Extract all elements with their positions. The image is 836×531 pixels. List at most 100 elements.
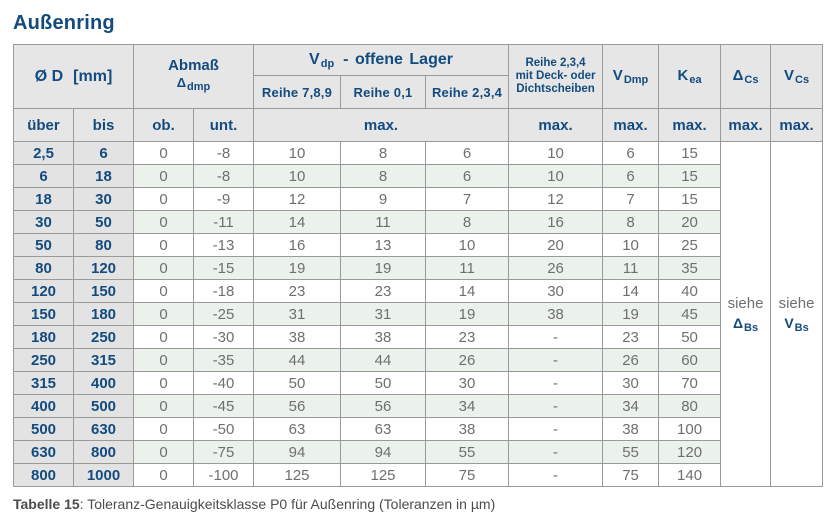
cell-unt: -15 (193, 256, 254, 280)
cell-reihe789: 38 (253, 325, 341, 349)
see-word: siehe (778, 294, 815, 312)
table-row: 120 150 0 -18 23 23 14 30 14 40 (13, 279, 823, 303)
cell-reihe789: 125 (253, 463, 341, 487)
cell-ueber: 2,5 (13, 141, 74, 165)
see-delta-bs-cell: siehe ΔBs (720, 141, 772, 487)
cell-bis: 315 (73, 348, 134, 372)
cell-unt: -8 (193, 141, 254, 165)
cell-unt: -18 (193, 279, 254, 303)
table-row: 630 800 0 -75 94 94 55-55 120 (13, 440, 823, 464)
cell-kea: 15 (658, 141, 722, 165)
header-reihe-01: Reihe 0,1 (340, 75, 426, 109)
cell-bis: 630 (73, 417, 134, 441)
cell-ob: 0 (133, 210, 194, 234)
cell-kea: 120 (658, 440, 722, 464)
cell-deck: - (508, 394, 604, 418)
cell-ueber: 50 (13, 233, 74, 257)
see-symbol-line: VBs (784, 314, 809, 334)
cell-bis: 1000 (73, 463, 134, 487)
cell-ob: 0 (133, 463, 194, 487)
cell-ueber: 80 (13, 256, 74, 280)
cell-vdmp: 10 (602, 233, 660, 257)
cell-unt: -100 (193, 463, 254, 487)
cell-unt: -13 (193, 233, 254, 257)
cell-deck: 10 (508, 164, 604, 188)
header-row-groups: Ø D [mm] Abmaß Δdmp Vdp - offene Lager Rei… (13, 44, 824, 109)
cell-bis: 30 (73, 187, 134, 211)
cell-vdmp: 26 (602, 348, 660, 372)
header-d-column: Ø D [mm] (13, 44, 134, 109)
cell-vdmp: 6 (602, 164, 660, 188)
cell-deck: 30 (508, 279, 604, 303)
cell-deck: - (508, 371, 604, 395)
cell-reihe01: 8 (340, 141, 426, 165)
table-caption: Tabelle 15: Toleranz-Genauigkeitsklasse … (13, 496, 836, 512)
cell-reihe234: 14 (424, 279, 510, 303)
cell-reihe01: 8 (340, 164, 426, 188)
cell-kea: 40 (658, 279, 722, 303)
header-max-vdp: max. (252, 108, 510, 142)
cell-deck: 26 (508, 256, 604, 280)
cell-vdmp: 38 (602, 417, 660, 441)
cell-reihe01: 13 (340, 233, 426, 257)
caption-label: Tabelle 15 (13, 496, 80, 512)
cell-ueber: 150 (13, 302, 74, 326)
table-row: 400 500 0 -45 56 56 34-34 80 (13, 394, 823, 418)
cell-reihe01: 23 (340, 279, 426, 303)
header-deck-column: Reihe 2,3,4 mit Deck- oder Dichtscheiben (508, 44, 604, 109)
cell-kea: 15 (658, 164, 722, 188)
cell-ueber: 30 (13, 210, 74, 234)
cell-reihe789: 31 (253, 302, 341, 326)
cell-reihe234: 38 (424, 417, 510, 441)
cell-kea: 60 (658, 348, 722, 372)
cell-kea: 25 (658, 233, 722, 257)
cell-bis: 120 (73, 256, 134, 280)
header-unt: unt. (193, 108, 254, 142)
cell-deck: 10 (508, 141, 604, 165)
header-bis: bis (73, 108, 134, 142)
cell-reihe789: 10 (253, 141, 341, 165)
cell-bis: 80 (73, 233, 134, 257)
cell-deck: 12 (508, 187, 604, 211)
cell-vdmp: 55 (602, 440, 660, 464)
cell-ob: 0 (133, 440, 194, 464)
cell-ueber: 6 (13, 164, 74, 188)
cell-reihe789: 94 (253, 440, 341, 464)
cell-reihe789: 10 (253, 164, 341, 188)
cell-deck: 20 (508, 233, 604, 257)
table-row: 2,5 6 0 -8 10 8 6 10 6 15 siehe ΔBs siehe VBs (13, 141, 824, 487)
cell-kea: 80 (658, 394, 722, 418)
see-v-bs-cell: siehe VBs (770, 141, 824, 487)
cell-ueber: 800 (13, 463, 74, 487)
cell-kea: 100 (658, 417, 722, 441)
header-max-vcs: max. (770, 108, 824, 142)
cell-vdmp: 8 (602, 210, 660, 234)
header-max-deck: max. (508, 108, 604, 142)
cell-reihe01: 63 (340, 417, 426, 441)
cell-ob: 0 (133, 141, 194, 165)
cell-reihe234: 10 (424, 233, 510, 257)
d-unit: [mm] (73, 67, 113, 85)
cell-ob: 0 (133, 371, 194, 395)
cell-ueber: 315 (13, 371, 74, 395)
cell-reihe01: 56 (340, 394, 426, 418)
cell-ob: 0 (133, 302, 194, 326)
cell-deck: 16 (508, 210, 604, 234)
cell-vdmp: 30 (602, 371, 660, 395)
header-v-cs-column: VCs (770, 44, 824, 109)
cell-unt: -25 (193, 302, 254, 326)
cell-ueber: 120 (13, 279, 74, 303)
cell-reihe234: 75 (424, 463, 510, 487)
cell-kea: 50 (658, 325, 722, 349)
cell-reihe01: 9 (340, 187, 426, 211)
cell-unt: -40 (193, 371, 254, 395)
cell-ueber: 400 (13, 394, 74, 418)
table-row: 800 1000 0 -100 125 125 75-75 140 (13, 463, 823, 487)
cell-reihe789: 19 (253, 256, 341, 280)
caption-text: : Toleranz-Genauigkeitsklasse P0 für Auß… (79, 496, 496, 512)
d-symbol: Ø D (34, 67, 64, 85)
cell-reihe234: 34 (424, 394, 510, 418)
table-row: 6 18 0 -8 10 8 6 10 6 15 (13, 164, 823, 188)
cell-kea: 35 (658, 256, 722, 280)
cell-bis: 180 (73, 302, 134, 326)
